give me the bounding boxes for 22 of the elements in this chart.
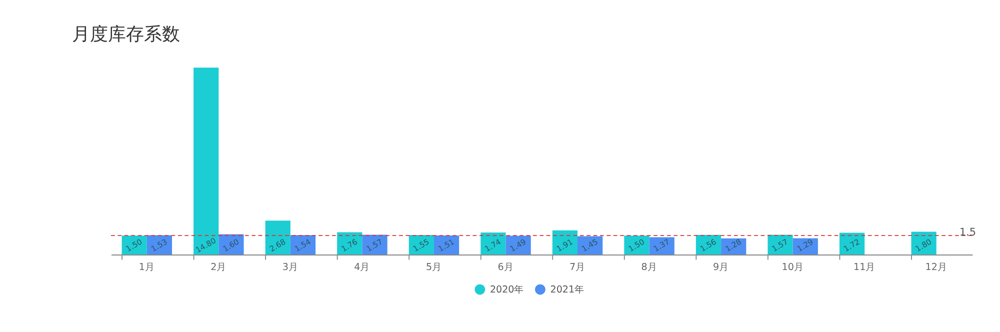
x-tick-label: 7月 [569,262,586,273]
x-tick-label: 1月 [138,262,155,273]
bar [624,236,650,255]
legend-label: 2021年 [550,283,585,296]
ref-line-label: 1.5 [959,226,976,239]
bar [506,236,531,255]
x-tick-label: 11月 [854,262,876,273]
x-tick-label: 8月 [641,262,658,273]
bar [265,220,290,255]
x-tick-label: 3月 [282,262,298,273]
legend-label: 2020年 [490,283,524,296]
bar [649,237,674,255]
x-tick-label: 12月 [925,262,948,273]
x-tick-label: 9月 [713,262,730,273]
chart-title: 月度库存系数 [72,24,180,46]
x-tick-label: 4月 [354,262,370,273]
x-tick-label: 5月 [426,262,442,273]
x-tick-label: 2月 [210,262,227,273]
bar [194,68,219,255]
x-tick-label: 10月 [782,262,804,273]
bar [578,236,603,255]
x-tick-label: 6月 [498,262,514,273]
